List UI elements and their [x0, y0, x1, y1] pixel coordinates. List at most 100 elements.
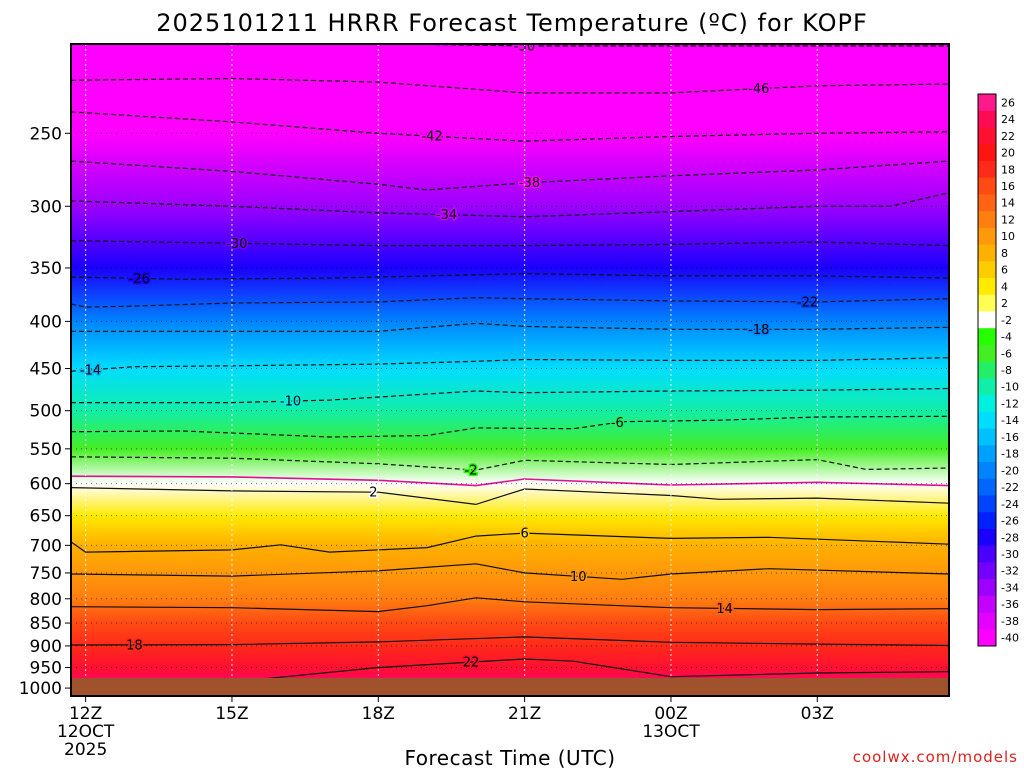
colorbar-tick-label: -12: [1001, 398, 1019, 411]
colorbar-swatch: [978, 160, 996, 179]
contour-line-minus-26: [71, 272, 949, 280]
colorbar-swatch: [978, 261, 996, 279]
contour-label: -26: [129, 272, 150, 287]
x-tick-label: 00Z: [654, 704, 687, 724]
colorbar-swatch: [978, 528, 996, 547]
x-tick-sublabel: 13OCT: [642, 722, 700, 742]
colorbar-swatch: [978, 227, 996, 245]
colorbar-swatch: [978, 94, 996, 112]
colorbar-tick-label: 14: [1001, 197, 1015, 210]
contour-label: -50: [514, 40, 535, 55]
colorbar-tick-label: -14: [1001, 414, 1019, 427]
colorbar: 26 24 22 20 18 16 14 12 10 8 6 4 2 -2 -4 -6 -8 -10 -12 -14 -…: [977, 93, 1019, 647]
contour-line-minus-18: [71, 322, 949, 332]
colorbar-swatch: [978, 545, 996, 563]
contour-label: 14: [716, 602, 733, 617]
colorbar-swatch: [978, 194, 996, 212]
colorbar-tick-label: -2: [1001, 314, 1012, 327]
colorbar-swatch: [978, 211, 996, 229]
colorbar-tick-label: -10: [1001, 381, 1019, 394]
contour-label: -10: [280, 395, 301, 410]
colorbar-tick-label: -38: [1001, 615, 1019, 628]
colorbar-swatch: [978, 562, 996, 580]
contour-label: -42: [421, 130, 442, 145]
x-axis-label: Forecast Time (UTC): [404, 746, 615, 768]
x-tick-label: 12Z: [69, 704, 102, 724]
contour-line-minus-22: [71, 297, 949, 308]
colorbar-tick-label: 12: [1001, 214, 1015, 227]
colorbar-tick-label: 2: [1001, 297, 1008, 310]
contour-label: -46: [748, 82, 769, 97]
colorbar-swatch: [978, 579, 996, 597]
colorbar-tick-label: -34: [1001, 582, 1019, 595]
contour-line-minus-2: [71, 456, 949, 471]
y-tick-label: 500: [30, 402, 62, 422]
y-tick-label: 900: [30, 637, 62, 657]
colorbar-tick-label: -28: [1001, 531, 1019, 544]
contour-line-14: [71, 597, 949, 613]
colorbar-tick-label: 16: [1001, 180, 1015, 193]
x-tick-label: 18Z: [362, 704, 395, 724]
contour-label: -22: [797, 295, 818, 310]
y-tick-label: 350: [30, 259, 62, 279]
y-tick-label: 300: [30, 197, 62, 217]
contour-line-6: [71, 532, 949, 553]
contour-label: -34: [436, 208, 457, 223]
colorbar-tick-label: -16: [1001, 431, 1019, 444]
colorbar-swatch: [978, 144, 996, 162]
colorbar-swatch: [978, 478, 996, 496]
x-tick-label: 15Z: [215, 704, 248, 724]
y-tick-label: 700: [30, 536, 62, 556]
contour-line-minus-38: [71, 160, 949, 191]
contour-label: -18: [748, 323, 769, 338]
contour-line-10: [71, 563, 949, 580]
contour-label: -6: [611, 416, 624, 431]
colorbar-swatch: [978, 428, 996, 446]
colorbar-swatch: [978, 378, 996, 396]
contour-line-minus-30: [71, 240, 949, 247]
contour-label: -30: [226, 237, 247, 252]
y-tick-label: 750: [30, 564, 62, 584]
colorbar-tick-label: -22: [1001, 481, 1019, 494]
contour-label: -38: [519, 176, 540, 191]
colorbar-swatch: [978, 110, 996, 128]
colorbar-swatch: [978, 445, 996, 463]
contour-label: -2: [465, 463, 478, 478]
x-tick-label: 21Z: [508, 704, 541, 724]
colorbar-tick-label: -4: [1001, 331, 1012, 344]
contour-line-minus-14: [71, 357, 949, 372]
colorbar-tick-label: -24: [1001, 498, 1019, 511]
colorbar-swatch: [978, 395, 996, 413]
colorbar-tick-label: -36: [1001, 598, 1019, 611]
y-tick-label: 950: [30, 659, 62, 679]
contour-label: 10: [570, 570, 587, 585]
y-tick-label: 650: [30, 507, 62, 527]
colorbar-swatch: [978, 328, 996, 346]
colorbar-tick-label: -26: [1001, 515, 1019, 528]
colorbar-tick-label: -40: [1001, 632, 1019, 645]
colorbar-tick-label: 4: [1001, 280, 1008, 293]
x-tick-label: 03Z: [801, 704, 834, 724]
colorbar-swatch: [978, 411, 996, 429]
colorbar-swatch: [978, 595, 996, 613]
colorbar-tick-label: -18: [1001, 448, 1019, 461]
colorbar-tick-label: -6: [1001, 347, 1012, 360]
contour-line-minus-10: [71, 387, 949, 404]
temperature-field: [71, 44, 949, 696]
contour-label: -14: [80, 363, 101, 378]
colorbar-swatch: [978, 612, 996, 630]
x-tick-sublabel: 12OCT: [57, 722, 115, 742]
colorbar-tick-label: 8: [1001, 247, 1008, 260]
credit-text: coolwx.com/models: [853, 748, 1018, 766]
contour-label: 18: [126, 638, 143, 653]
colorbar-frame: [977, 93, 997, 647]
colorbar-swatch: [978, 462, 996, 480]
colorbar-swatch: [978, 344, 996, 363]
y-tick-label: 550: [30, 440, 62, 460]
y-tick-label: 1000: [19, 679, 62, 699]
colorbar-tick-label: 26: [1001, 96, 1015, 109]
chart-title: 2025101211 HRRR Forecast Temperature (ºC…: [156, 9, 868, 37]
colorbar-swatch: [978, 278, 996, 296]
